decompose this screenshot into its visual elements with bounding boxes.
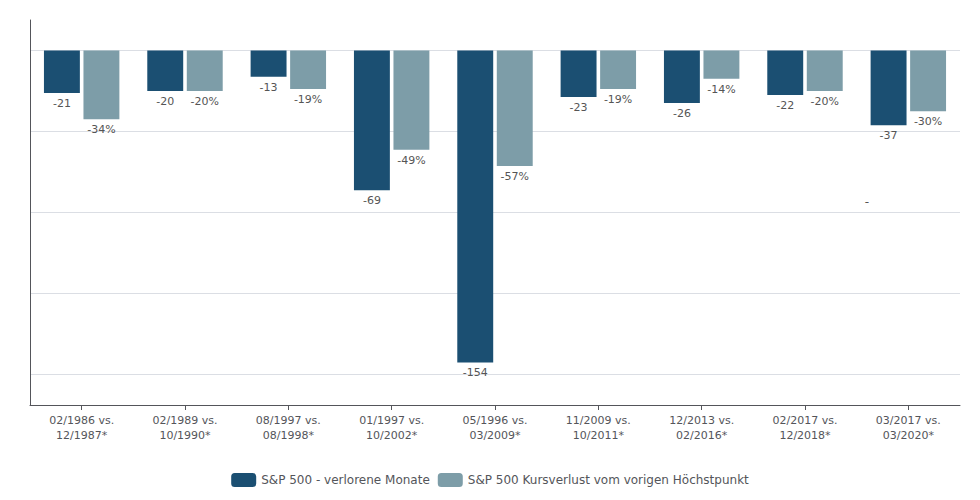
- svg-text:-34%: -34%: [87, 123, 115, 136]
- svg-text:-30%: -30%: [914, 115, 942, 128]
- svg-text:02/1989 vs.: 02/1989 vs.: [153, 414, 218, 427]
- svg-text:12/1987*: 12/1987*: [56, 429, 108, 442]
- svg-text:-37: -37: [880, 129, 898, 142]
- svg-text:-20%: -20%: [811, 95, 839, 108]
- svg-text:-154: -154: [463, 366, 488, 379]
- svg-text:10/2011*: 10/2011*: [573, 429, 625, 442]
- svg-text:02/2017 vs.: 02/2017 vs.: [773, 414, 838, 427]
- svg-text:02/2016*: 02/2016*: [676, 429, 728, 442]
- svg-text:05/1996 vs.: 05/1996 vs.: [463, 414, 528, 427]
- svg-text:-19%: -19%: [604, 93, 632, 106]
- svg-text:-14%: -14%: [707, 83, 735, 96]
- svg-text:01/1997 vs.: 01/1997 vs.: [359, 414, 424, 427]
- svg-text:-20%: -20%: [191, 95, 219, 108]
- svg-text:S&P 500 Kursverlust vom vorige: S&P 500 Kursverlust vom vorigen Höchstpu…: [468, 473, 749, 487]
- svg-text:-22: -22: [776, 99, 794, 112]
- svg-text:02/1986 vs.: 02/1986 vs.: [49, 414, 114, 427]
- svg-text:03/2009*: 03/2009*: [469, 429, 521, 442]
- svg-text:12/2018*: 12/2018*: [779, 429, 831, 442]
- svg-text:-57%: -57%: [501, 170, 529, 183]
- svg-text:10/2002*: 10/2002*: [366, 429, 418, 442]
- svg-text:S&P 500 - verlorene Monate: S&P 500 - verlorene Monate: [261, 473, 430, 487]
- svg-text:-: -: [865, 195, 869, 209]
- svg-text:-21: -21: [53, 97, 71, 110]
- svg-text:-19%: -19%: [294, 93, 322, 106]
- svg-text:-13: -13: [260, 81, 278, 94]
- svg-text:10/1990*: 10/1990*: [159, 429, 211, 442]
- svg-text:11/2009 vs.: 11/2009 vs.: [566, 414, 631, 427]
- svg-text:03/2020*: 03/2020*: [883, 429, 935, 442]
- svg-text:-20: -20: [156, 95, 174, 108]
- svg-text:08/1998*: 08/1998*: [263, 429, 315, 442]
- svg-text:03/2017 vs.: 03/2017 vs.: [876, 414, 941, 427]
- svg-text:08/1997 vs.: 08/1997 vs.: [256, 414, 321, 427]
- svg-text:-49%: -49%: [397, 154, 425, 167]
- svg-text:-23: -23: [570, 101, 588, 114]
- svg-text:12/2013 vs.: 12/2013 vs.: [669, 414, 734, 427]
- svg-text:-69: -69: [363, 194, 381, 207]
- svg-text:-26: -26: [673, 107, 691, 120]
